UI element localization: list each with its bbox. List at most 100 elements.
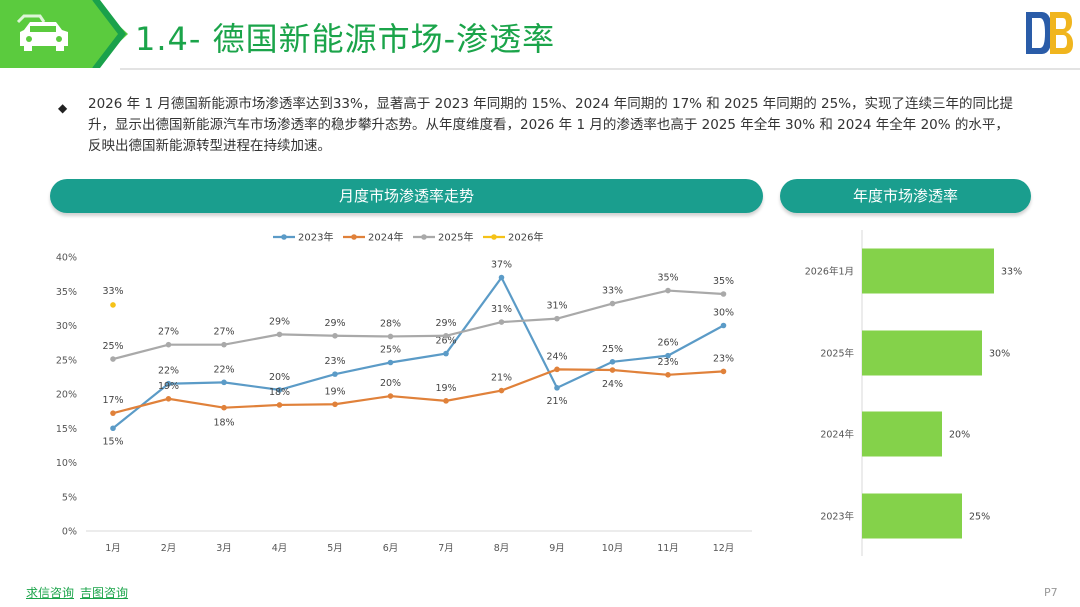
data-point xyxy=(443,398,449,404)
data-label: 35% xyxy=(713,276,734,287)
page-number: P7 xyxy=(1044,586,1058,599)
source-link-2[interactable]: 吉图咨询 xyxy=(80,586,129,600)
data-point xyxy=(498,387,505,394)
data-point xyxy=(332,332,338,339)
data-point xyxy=(387,393,394,399)
data-point xyxy=(221,341,227,348)
x-tick-label: 7月 xyxy=(438,543,454,554)
data-point xyxy=(498,274,505,281)
bar-2024年 xyxy=(862,411,942,457)
series-line-2024年 xyxy=(112,368,724,415)
data-label: 33% xyxy=(102,286,123,297)
data-point xyxy=(387,359,394,366)
data-point xyxy=(165,380,172,387)
monthly-chart-title: 月度市场渗透率走势 xyxy=(50,179,763,213)
data-point xyxy=(110,410,116,416)
data-label: 27% xyxy=(213,327,234,338)
x-tick-label: 9月 xyxy=(549,543,565,554)
y-tick-label: 25% xyxy=(56,355,77,366)
data-label: 20% xyxy=(269,372,290,383)
y-tick-label: 5% xyxy=(62,492,77,503)
data-label: 19% xyxy=(158,381,179,392)
x-tick-label: 3月 xyxy=(216,543,232,554)
data-label: 21% xyxy=(491,373,512,384)
data-point xyxy=(110,356,116,362)
car-icon xyxy=(16,14,68,51)
data-label: 27% xyxy=(158,327,179,338)
data-label: 26% xyxy=(435,336,456,347)
footer-source: 求信咨询 吉图咨询 xyxy=(26,584,134,601)
x-tick-label: 12月 xyxy=(713,543,735,554)
data-point xyxy=(554,315,560,322)
x-tick-label: 1月 xyxy=(105,543,121,554)
data-point xyxy=(387,333,394,340)
bar-value-label: 20% xyxy=(949,430,970,441)
data-label: 18% xyxy=(269,387,290,398)
series-line-2025年 xyxy=(112,289,724,361)
db-logo xyxy=(1026,12,1073,54)
data-label: 24% xyxy=(602,379,623,390)
data-label: 29% xyxy=(269,316,290,327)
data-label: 33% xyxy=(602,286,623,297)
annual-chart-title: 年度市场渗透率 xyxy=(780,179,1031,213)
data-label: 19% xyxy=(324,386,345,397)
data-point xyxy=(332,371,338,377)
data-label: 23% xyxy=(713,353,734,364)
y-tick-label: 0% xyxy=(62,527,77,538)
data-label: 21% xyxy=(546,396,567,407)
data-label: 26% xyxy=(657,338,678,349)
data-point xyxy=(110,425,116,432)
y-tick-label: 20% xyxy=(56,390,77,401)
bar-2025年 xyxy=(862,330,982,376)
data-point xyxy=(609,367,616,373)
x-tick-label: 8月 xyxy=(494,543,510,554)
data-label: 31% xyxy=(546,301,567,312)
legend-marker xyxy=(351,234,357,240)
data-point xyxy=(332,401,338,408)
bar-value-label: 33% xyxy=(1001,267,1022,278)
legend-marker xyxy=(491,234,497,240)
data-point xyxy=(720,368,727,375)
data-point xyxy=(276,402,283,408)
bar-category-label: 2025年 xyxy=(820,348,854,360)
data-label: 25% xyxy=(380,344,401,355)
bullet-diamond-icon: ◆ xyxy=(58,101,68,115)
data-label: 23% xyxy=(324,356,345,367)
data-label: 25% xyxy=(602,344,623,355)
header-band xyxy=(0,0,1080,72)
data-point xyxy=(276,387,283,393)
legend-label: 2025年 xyxy=(438,231,473,244)
page-title: 1.4- 德国新能源市场-渗透率 xyxy=(135,20,556,58)
legend-label: 2024年 xyxy=(368,231,403,244)
data-point xyxy=(665,372,671,378)
data-label: 24% xyxy=(546,351,567,362)
bar-category-label: 2023年 xyxy=(820,511,854,523)
x-tick-label: 4月 xyxy=(272,543,288,554)
data-label: 30% xyxy=(713,308,734,319)
data-point xyxy=(665,287,671,294)
data-label: 22% xyxy=(158,366,179,377)
data-point xyxy=(498,319,505,325)
data-label: 31% xyxy=(491,304,512,315)
data-label: 29% xyxy=(435,318,456,329)
y-tick-label: 30% xyxy=(56,321,77,332)
data-label: 23% xyxy=(657,357,678,368)
x-tick-label: 5月 xyxy=(327,543,343,554)
data-label: 29% xyxy=(324,318,345,329)
bar-2026年1月 xyxy=(862,248,994,294)
summary-text: 2026 年 1 月德国新能源市场渗透率达到33%，显著高于 2023 年同期的… xyxy=(88,96,1014,154)
data-point xyxy=(443,332,449,339)
data-label: 37% xyxy=(491,260,512,271)
bar-category-label: 2024年 xyxy=(820,429,854,441)
x-tick-label: 11月 xyxy=(657,543,679,554)
data-label: 35% xyxy=(657,273,678,284)
data-label: 20% xyxy=(380,378,401,389)
source-link-1[interactable]: 求信咨询 xyxy=(26,586,75,600)
data-point xyxy=(554,385,560,391)
data-label: 22% xyxy=(213,364,234,375)
y-tick-label: 15% xyxy=(56,424,77,435)
data-point xyxy=(554,366,560,373)
data-label: 15% xyxy=(102,436,123,447)
